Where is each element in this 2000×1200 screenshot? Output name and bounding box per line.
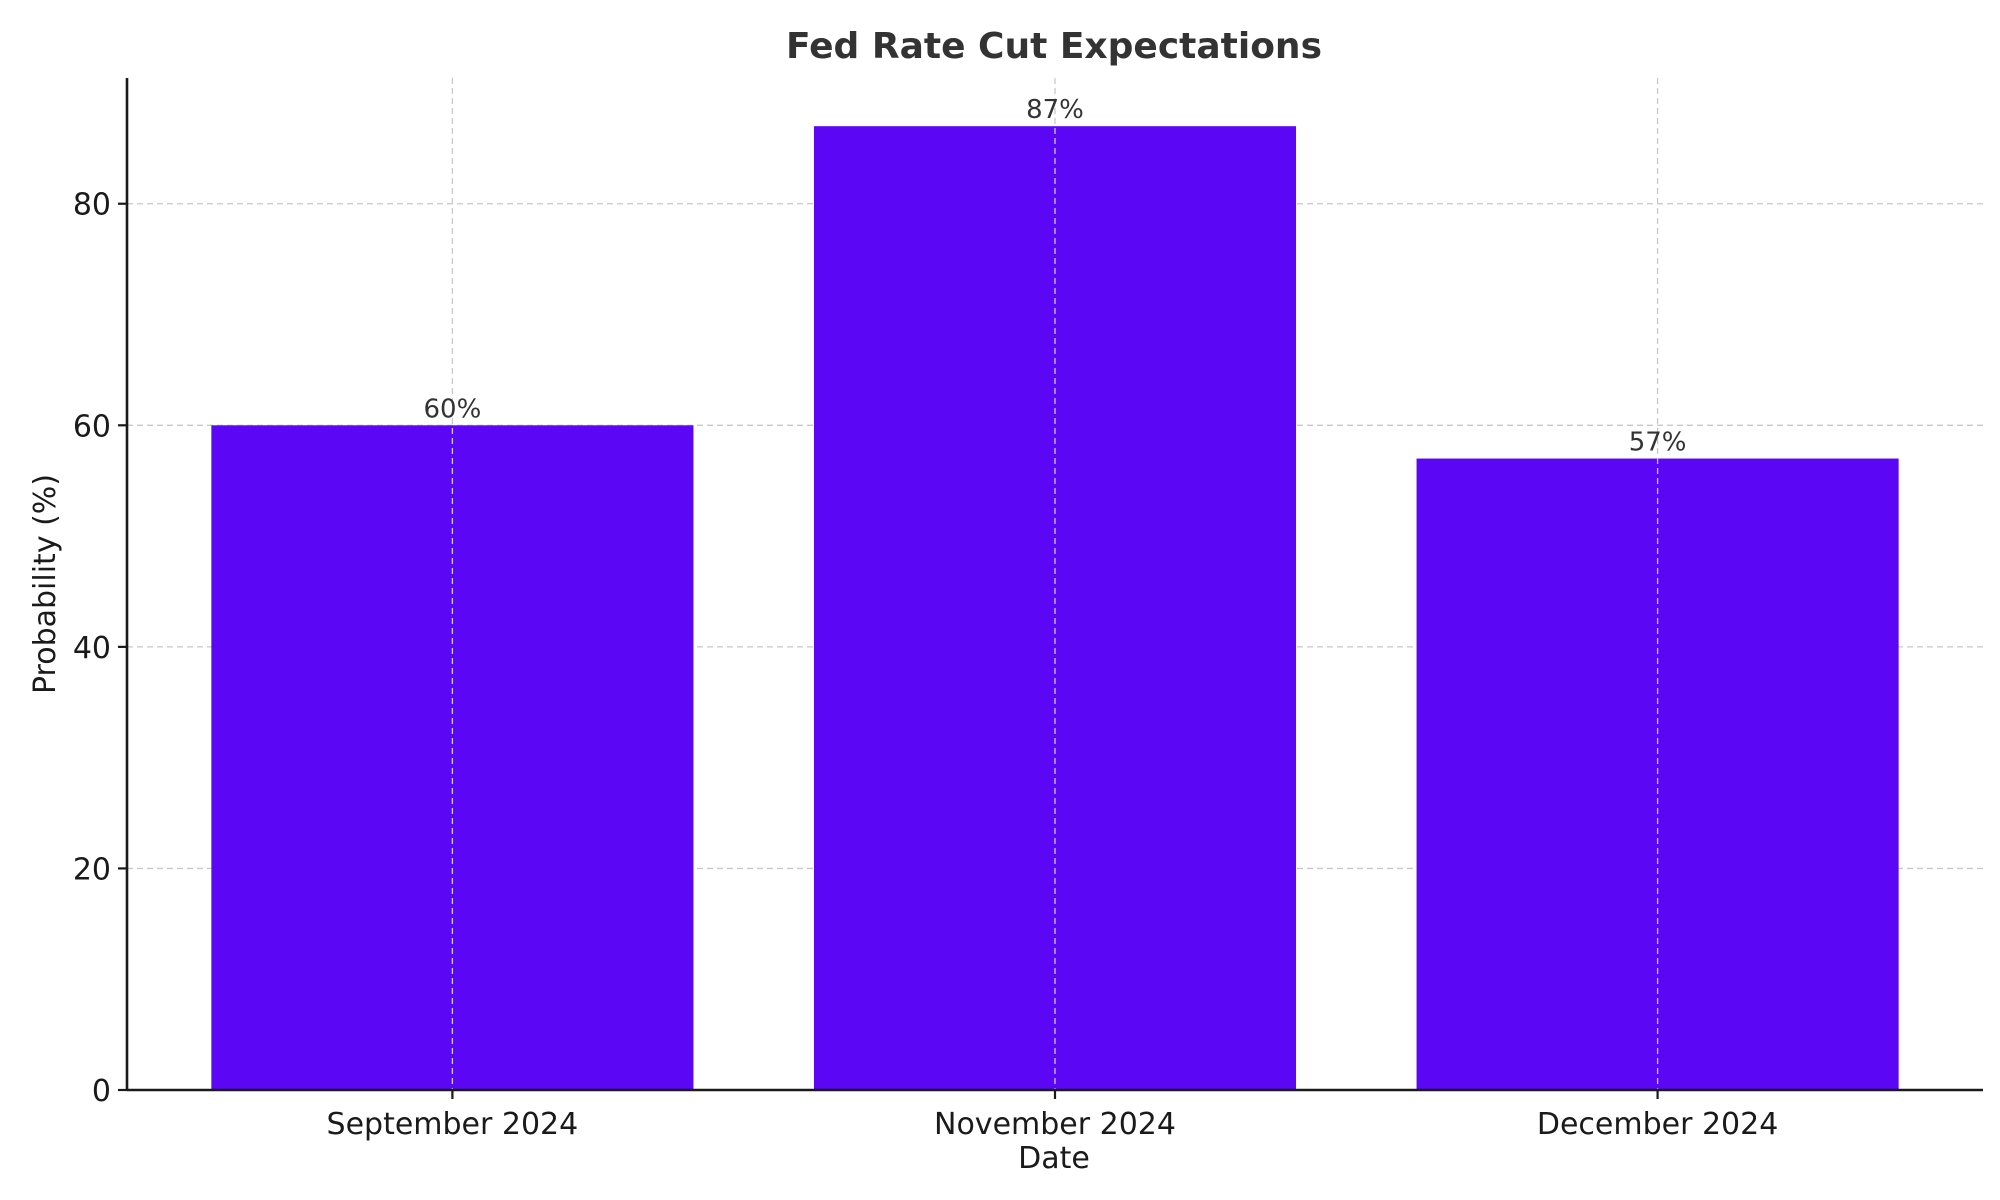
y-tick-label: 60: [73, 409, 111, 444]
x-tick-label: December 2024: [1537, 1107, 1778, 1142]
y-tick-label: 40: [73, 631, 111, 666]
x-tick-label: September 2024: [327, 1107, 579, 1142]
y-axis-title: Probability (%): [28, 474, 63, 694]
data-label: 87%: [1026, 95, 1084, 125]
x-tick-label: November 2024: [934, 1107, 1176, 1142]
y-tick-label: 20: [73, 852, 111, 887]
y-tick-label: 0: [92, 1074, 111, 1109]
data-label: 60%: [424, 394, 482, 424]
x-axis-title: Date: [1018, 1141, 1090, 1176]
data-label: 57%: [1629, 428, 1687, 458]
chart-title: Fed Rate Cut Expectations: [786, 26, 1322, 67]
y-tick-label: 80: [73, 188, 111, 223]
data-labels-layer: 60% 87% 57%: [424, 78, 1687, 1090]
ticks-layer: 0 20 40 60 80 September 2024 November 2024 Dece…: [73, 188, 1779, 1142]
